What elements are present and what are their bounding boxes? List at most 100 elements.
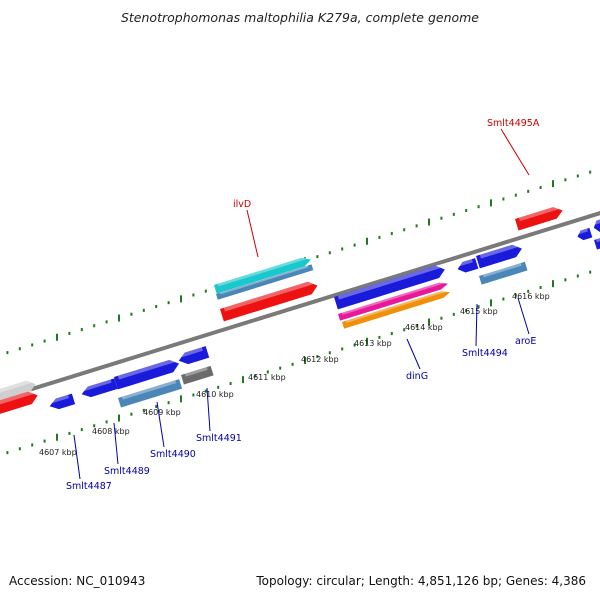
- gene-dinG-magenta: [338, 281, 448, 321]
- gene-smlt4495a-shape: [515, 207, 563, 231]
- gene-smlt4491-shine: [184, 367, 208, 377]
- kbp-label: 4614 kbp: [405, 323, 443, 332]
- gene-smlt4489-shape: [81, 378, 118, 398]
- gene-label: Smlt4489: [104, 466, 150, 477]
- kbp-label: 4609 kbp: [143, 408, 181, 417]
- gene-label-leader: [406, 338, 421, 370]
- kbp-label: 4612 kbp: [301, 355, 339, 364]
- kbp-label: 4607 kbp: [39, 448, 77, 457]
- genome-backbone: [0, 211, 600, 401]
- gene-right-edge: [593, 217, 600, 233]
- gene-right-edge-shape: [593, 217, 600, 233]
- gene-dinG-orange: [342, 290, 451, 329]
- gene-smlt4491-shape: [181, 365, 214, 385]
- gene-smlt4490-upper-shape: [114, 359, 179, 390]
- accession-text: Accession: NC_010943: [9, 574, 146, 588]
- kbp-label: 4610 kbp: [196, 390, 234, 399]
- gene-features: [0, 205, 600, 417]
- gene-label-leader: [73, 434, 81, 480]
- gene-smlt4487-shine: [51, 394, 70, 403]
- gene-dinG-blue-shine: [337, 264, 441, 300]
- gene-upper-small-shape: [178, 346, 210, 365]
- gene-ilvd-steel-shape: [216, 264, 314, 300]
- gene-label-leader: [113, 422, 119, 465]
- gene-smlt4487: [49, 393, 76, 410]
- gene-dinG-orange-shape: [342, 291, 451, 329]
- kbp-label: 4611 kbp: [248, 373, 286, 382]
- gene-right-small-shine: [578, 228, 589, 235]
- gene-label-leader: [517, 297, 530, 335]
- gene-labels: Smlt4495A ilvD dinG Smlt4494 aroE Smlt4487 Sml…: [66, 118, 540, 492]
- gene-dinG-magenta-shape: [338, 282, 448, 321]
- gene-label-leader: [206, 387, 211, 432]
- gene-smlt4495a-shine: [518, 205, 559, 222]
- gene-smlt4489-shine: [83, 379, 112, 391]
- gene-smlt4491: [181, 365, 214, 385]
- gene-smlt4490-shine: [121, 380, 177, 400]
- gene-smlt4494-small-shape: [457, 258, 479, 273]
- gene-right-edge-lower-shine: [595, 237, 600, 243]
- gene-ilvd-cyan-shine: [217, 256, 307, 287]
- gene-smlt4494-small: [457, 258, 479, 273]
- gene-right-small-shape: [577, 227, 593, 241]
- tick-marks: [6, 170, 592, 455]
- gene-dinG-magenta-shine: [341, 281, 444, 315]
- gene-red-left-shine: [0, 390, 34, 407]
- gene-smlt4490-upper: [114, 358, 179, 390]
- gene-smlt4487-shape: [49, 393, 76, 410]
- gene-aroE-shine: [482, 262, 522, 278]
- gene-label: Smlt4494: [462, 348, 508, 359]
- gene-dinG-blue-shape: [334, 265, 445, 310]
- gene-label: dinG: [406, 371, 428, 382]
- gene-label-leader: [246, 209, 259, 258]
- kbp-scale-labels: 4607 kbp 4608 kbp 4609 kbp 4610 kbp 4611 kbp…: [39, 292, 550, 457]
- gene-ilvd-red: [220, 280, 318, 322]
- gene-upper-small-shine: [180, 347, 203, 358]
- gene-ilvd-cyan-shape: [214, 257, 311, 294]
- gene-right-edge-lower-shape: [594, 236, 600, 250]
- kbp-label: 4608 kbp: [92, 427, 130, 436]
- gene-dinG-blue: [334, 264, 445, 310]
- kbp-label: 4615 kbp: [460, 307, 498, 316]
- gene-red-left-shape: [0, 391, 38, 417]
- gene-label: ilvD: [233, 199, 251, 210]
- gene-smlt4495a: [515, 205, 563, 231]
- gene-grey-left-shape: [0, 380, 36, 404]
- gene-aroE: [479, 261, 528, 285]
- gene-smlt4494-shine: [479, 243, 518, 259]
- gene-grey-left: [0, 379, 36, 404]
- gene-ilvd-red-shape: [220, 281, 318, 322]
- gene-ilvd-cyan: [214, 256, 311, 294]
- gene-red-left: [0, 390, 38, 417]
- gene-label-leader: [475, 303, 478, 347]
- gene-smlt4490-upper-shine: [117, 358, 175, 380]
- gene-right-small: [577, 227, 593, 241]
- gene-smlt4494-small-shine: [459, 259, 473, 267]
- gene-smlt4490-shape: [118, 379, 183, 408]
- gene-smlt4494-shape: [476, 244, 522, 269]
- kbp-label: 4613 kbp: [354, 339, 392, 348]
- gene-label-leader: [500, 128, 530, 176]
- gene-label-leader: [156, 401, 165, 448]
- gene-right-edge-shine: [594, 218, 600, 225]
- gene-grey-left-shine: [0, 379, 32, 395]
- gene-upper-small: [178, 346, 210, 365]
- gene-label: Smlt4491: [196, 433, 242, 444]
- gene-aroE-shape: [479, 261, 528, 285]
- gene-label: Smlt4487: [66, 481, 112, 492]
- gene-ilvd-red-shine: [223, 280, 313, 312]
- gene-dinG-orange-shine: [345, 290, 446, 323]
- gene-smlt4490: [118, 379, 183, 408]
- kbp-label: 4616 kbp: [512, 292, 550, 301]
- gene-smlt4494: [476, 243, 522, 269]
- gene-smlt4489: [81, 378, 118, 398]
- gene-label: Smlt4495A: [487, 118, 540, 129]
- gene-label: aroE: [515, 336, 536, 347]
- topology-summary: Topology: circular; Length: 4,851,126 bp…: [256, 574, 586, 588]
- gene-ilvd-steel: [216, 264, 314, 300]
- map-title: Stenotrophomonas maltophilia K279a, comp…: [120, 10, 480, 25]
- gene-right-edge-lower: [594, 236, 600, 250]
- gene-label: Smlt4490: [150, 449, 196, 460]
- gene-ilvd-steel-shine: [219, 265, 309, 295]
